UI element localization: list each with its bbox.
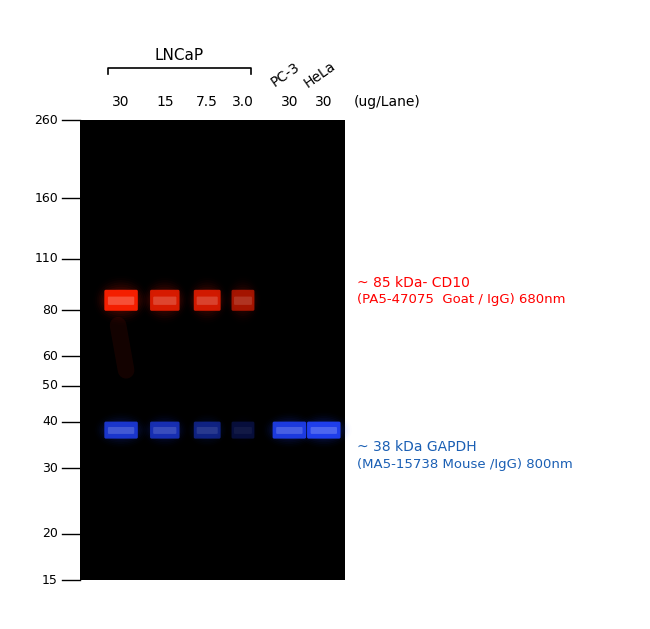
- Text: 50: 50: [42, 379, 58, 392]
- FancyBboxPatch shape: [153, 427, 176, 434]
- FancyBboxPatch shape: [307, 421, 341, 438]
- FancyBboxPatch shape: [231, 290, 254, 311]
- Text: 30: 30: [281, 95, 298, 109]
- FancyBboxPatch shape: [311, 427, 337, 434]
- Ellipse shape: [104, 289, 138, 311]
- Text: PC-3: PC-3: [268, 59, 302, 89]
- FancyBboxPatch shape: [276, 427, 302, 434]
- Text: 3.0: 3.0: [232, 95, 254, 109]
- Ellipse shape: [100, 284, 142, 316]
- Text: 15: 15: [156, 95, 174, 109]
- Text: (MA5-15738 Mouse /IgG) 800nm: (MA5-15738 Mouse /IgG) 800nm: [357, 458, 573, 471]
- FancyBboxPatch shape: [231, 421, 254, 438]
- FancyBboxPatch shape: [194, 290, 220, 311]
- Text: 60: 60: [42, 350, 58, 363]
- FancyBboxPatch shape: [150, 290, 179, 311]
- Text: (ug/Lane): (ug/Lane): [354, 95, 421, 109]
- Ellipse shape: [270, 420, 308, 440]
- FancyBboxPatch shape: [153, 297, 176, 305]
- FancyBboxPatch shape: [105, 290, 138, 311]
- Ellipse shape: [104, 421, 138, 439]
- Text: 260: 260: [34, 113, 58, 126]
- Text: HeLa: HeLa: [302, 58, 338, 90]
- Ellipse shape: [305, 420, 343, 440]
- Text: 30: 30: [42, 462, 58, 475]
- FancyBboxPatch shape: [194, 421, 220, 438]
- Text: 40: 40: [42, 415, 58, 428]
- Ellipse shape: [148, 287, 181, 314]
- Text: 80: 80: [42, 304, 58, 316]
- Text: ~ 38 kDa GAPDH: ~ 38 kDa GAPDH: [357, 440, 476, 454]
- Text: 30: 30: [112, 95, 130, 109]
- FancyBboxPatch shape: [197, 297, 218, 305]
- FancyBboxPatch shape: [272, 421, 306, 438]
- Ellipse shape: [150, 289, 179, 311]
- Text: 20: 20: [42, 527, 58, 540]
- FancyBboxPatch shape: [197, 427, 218, 434]
- Text: ~ 85 kDa- CD10: ~ 85 kDa- CD10: [357, 276, 470, 291]
- Text: 160: 160: [34, 192, 58, 205]
- FancyBboxPatch shape: [234, 297, 252, 305]
- Text: LNCaP: LNCaP: [155, 48, 204, 63]
- Ellipse shape: [272, 421, 306, 439]
- Ellipse shape: [307, 421, 341, 439]
- Text: 30: 30: [315, 95, 333, 109]
- Text: 15: 15: [42, 574, 58, 586]
- FancyBboxPatch shape: [108, 427, 135, 434]
- FancyBboxPatch shape: [108, 297, 135, 305]
- Text: 7.5: 7.5: [196, 95, 218, 109]
- Text: (PA5-47075  Goat / IgG) 680nm: (PA5-47075 Goat / IgG) 680nm: [357, 293, 566, 306]
- FancyBboxPatch shape: [105, 421, 138, 438]
- Ellipse shape: [194, 289, 220, 311]
- Ellipse shape: [102, 287, 140, 314]
- Bar: [80, 120, 345, 580]
- FancyBboxPatch shape: [150, 421, 179, 438]
- Text: 110: 110: [34, 252, 58, 265]
